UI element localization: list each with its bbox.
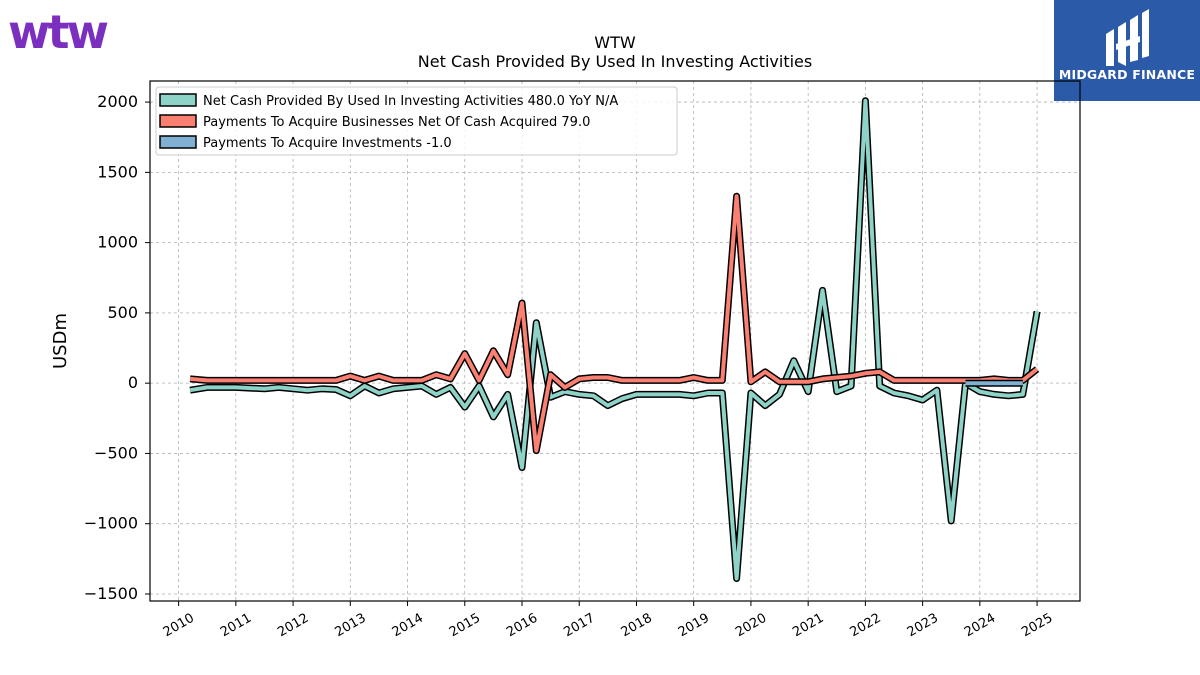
y-tick-label: −500	[94, 443, 138, 462]
legend-label-1: Net Cash Provided By Used In Investing A…	[203, 94, 618, 109]
x-tick-label: 2018	[619, 611, 655, 641]
x-tick-label: 2019	[676, 611, 712, 641]
chart-subtitle: Net Cash Provided By Used In Investing A…	[417, 52, 813, 71]
legend-label-2: Payments To Acquire Businesses Net Of Ca…	[203, 115, 590, 130]
x-tick-label: 2013	[332, 611, 368, 641]
x-tick-label: 2022	[848, 611, 884, 641]
x-tick-label: 2020	[733, 611, 769, 641]
series-1-line	[189, 98, 1040, 581]
legend-box	[155, 86, 678, 156]
legend-swatch-2	[159, 114, 197, 128]
legend-swatch-1	[159, 93, 197, 107]
series-2-line	[189, 194, 1039, 453]
x-tick-label: 2016	[504, 611, 540, 641]
plot-frame	[149, 80, 1081, 602]
x-tick-label: 2025	[1019, 611, 1055, 641]
y-tick-label: −1500	[84, 584, 138, 603]
chart-title: WTW	[594, 33, 636, 52]
x-tick-label: 2010	[161, 611, 197, 641]
y-tick-label: 0	[128, 373, 138, 392]
y-tick-label: 2000	[97, 92, 138, 111]
y-tick-label: 1000	[97, 233, 138, 252]
x-tick-label: 2012	[275, 611, 311, 641]
y-axis-label: USDm	[50, 313, 71, 369]
legend-label-3: Payments To Acquire Investments -1.0	[203, 136, 452, 151]
x-tick-label: 2024	[962, 611, 998, 641]
y-tick-label: 500	[107, 303, 138, 322]
x-tick-label: 2011	[218, 611, 254, 641]
x-tick-label: 2015	[447, 611, 483, 641]
legend: Net Cash Provided By Used In Investing A…	[155, 86, 678, 156]
company-logo: wtw	[8, 5, 109, 59]
y-tick-label: −1000	[84, 514, 138, 533]
badge-label: MIDGARD FINANCE	[1058, 67, 1196, 82]
midgard-logo-icon	[1106, 9, 1149, 66]
x-tick-label: 2023	[905, 611, 941, 641]
midgard-finance-badge: MIDGARD FINANCE	[1054, 0, 1200, 101]
x-tick-label: 2021	[790, 611, 826, 641]
legend-swatch-3	[159, 135, 197, 149]
y-tick-label: 1500	[97, 162, 138, 181]
series-2-outline	[189, 192, 1040, 455]
x-tick-label: 2014	[390, 611, 426, 641]
x-tick-label: 2017	[561, 611, 597, 641]
